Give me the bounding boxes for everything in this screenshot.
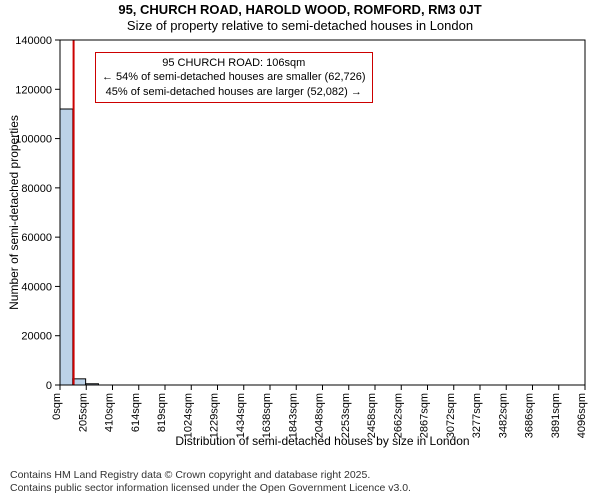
- y-tick-label: 20000: [21, 331, 52, 343]
- x-tick-label: 2253sqm: [340, 393, 352, 438]
- info-line-1: 95 CHURCH ROAD: 106sqm: [102, 56, 366, 70]
- x-tick-label: 3891sqm: [550, 393, 562, 438]
- x-tick-label: 205sqm: [77, 393, 89, 432]
- x-tick-label: 819sqm: [156, 393, 168, 432]
- info-line-2: ← 54% of semi-detached houses are smalle…: [102, 70, 366, 84]
- x-tick-label: 2048sqm: [314, 393, 326, 438]
- x-tick-label: 1434sqm: [235, 393, 247, 438]
- y-tick-label: 120000: [15, 84, 52, 96]
- y-tick-label: 60000: [21, 232, 52, 244]
- footer-line-1: Contains HM Land Registry data © Crown c…: [10, 469, 411, 483]
- footer-attribution: Contains HM Land Registry data © Crown c…: [10, 469, 411, 496]
- x-tick-label: 0sqm: [51, 393, 63, 420]
- histogram-bar: [60, 109, 73, 385]
- chart-container: { "chart": { "type": "histogram", "title…: [0, 0, 600, 500]
- info-annotation-box: 95 CHURCH ROAD: 106sqm ← 54% of semi-det…: [95, 52, 373, 103]
- x-tick-label: 614sqm: [130, 393, 142, 432]
- x-tick-label: 2867sqm: [419, 393, 431, 438]
- x-tick-label: 410sqm: [104, 393, 116, 432]
- y-tick-label: 140000: [15, 35, 52, 47]
- histogram-bar: [73, 379, 86, 385]
- y-tick-label: 40000: [21, 281, 52, 293]
- x-tick-label: 2458sqm: [366, 393, 378, 438]
- x-tick-label: 4096sqm: [576, 393, 588, 438]
- y-tick-label: 0: [46, 380, 52, 392]
- y-axis-label: Number of semi-detached properties: [7, 115, 21, 310]
- x-tick-label: 1229sqm: [209, 393, 221, 438]
- x-tick-label: 3686sqm: [524, 393, 536, 438]
- footer-line-2: Contains public sector information licen…: [10, 482, 411, 496]
- x-tick-label: 1024sqm: [182, 393, 194, 438]
- x-tick-label: 3482sqm: [497, 393, 509, 438]
- x-tick-label: 3072sqm: [445, 393, 457, 438]
- x-axis-label: Distribution of semi-detached houses by …: [175, 434, 469, 448]
- x-tick-label: 2662sqm: [392, 393, 404, 438]
- x-tick-label: 3277sqm: [471, 393, 483, 438]
- y-tick-label: 80000: [21, 183, 52, 195]
- info-line-3: 45% of semi-detached houses are larger (…: [102, 85, 366, 99]
- x-tick-label: 1638sqm: [261, 393, 273, 438]
- x-tick-label: 1843sqm: [287, 393, 299, 438]
